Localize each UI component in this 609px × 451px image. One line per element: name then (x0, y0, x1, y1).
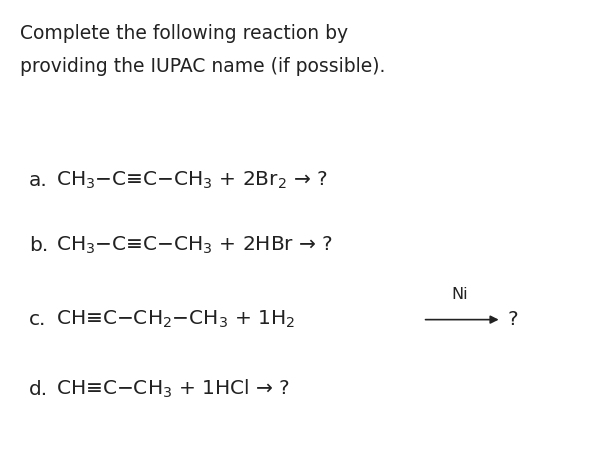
Text: providing the IUPAC name (if possible).: providing the IUPAC name (if possible). (19, 57, 385, 76)
Text: ?: ? (507, 310, 518, 329)
Text: CH≡C−CH$_3$ + 1HCl → ?: CH≡C−CH$_3$ + 1HCl → ? (56, 378, 290, 400)
Text: CH$_3$−C≡C−CH$_3$ + 2Br$_2$ → ?: CH$_3$−C≡C−CH$_3$ + 2Br$_2$ → ? (56, 170, 328, 191)
Text: Complete the following reaction by: Complete the following reaction by (19, 24, 348, 43)
Text: b.: b. (29, 236, 48, 255)
Text: a.: a. (29, 171, 48, 190)
Text: CH≡C−CH$_2$−CH$_3$ + 1H$_2$: CH≡C−CH$_2$−CH$_3$ + 1H$_2$ (56, 309, 295, 330)
Text: c.: c. (29, 310, 46, 329)
Text: Ni: Ni (451, 287, 468, 303)
Text: d.: d. (29, 380, 48, 399)
Text: CH$_3$−C≡C−CH$_3$ + 2HBr → ?: CH$_3$−C≡C−CH$_3$ + 2HBr → ? (56, 235, 333, 256)
